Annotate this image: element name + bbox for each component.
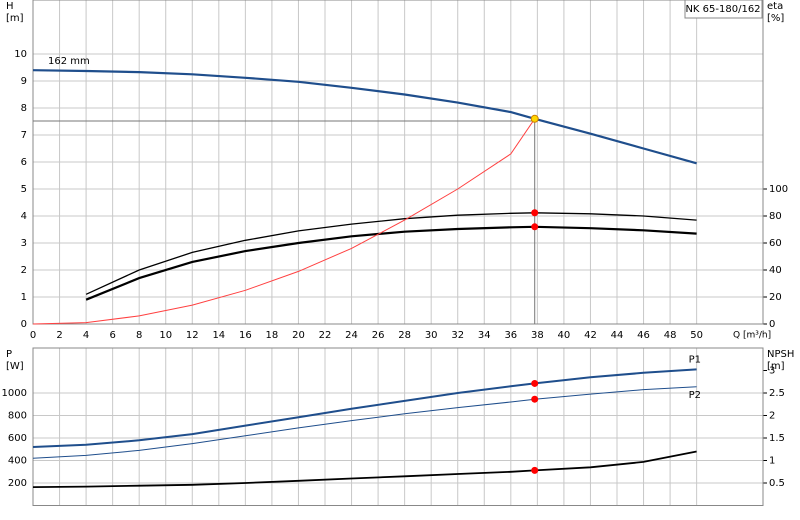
- curve: [32, 386, 697, 459]
- y-tick-label: 800: [8, 411, 27, 422]
- x-tick-label: 0: [30, 330, 36, 341]
- y-tick-label: 8: [21, 103, 27, 114]
- y-tick-label: 0: [21, 319, 27, 330]
- y-tick-label: 7: [21, 130, 27, 141]
- y2-tick-label: 3: [769, 366, 775, 377]
- y-tick-label: 6: [21, 157, 27, 168]
- x-tick-label: 10: [159, 330, 172, 341]
- x-tick-label: 20: [292, 330, 305, 341]
- y-tick-label: 2: [21, 265, 27, 276]
- y-tick-label: 5: [21, 184, 27, 195]
- y2-tick-label: 20: [769, 292, 782, 303]
- y2-tick-label: 60: [769, 238, 782, 249]
- x-tick-label: 8: [136, 330, 142, 341]
- y-tick-label: 1000: [2, 388, 27, 399]
- y-tick-label: 10: [14, 49, 27, 60]
- operating-point: [531, 379, 539, 387]
- y2-tick-label: 2.5: [769, 388, 785, 399]
- operating-point: [531, 223, 539, 231]
- curve: [32, 118, 536, 325]
- x-tick-label: 50: [690, 330, 703, 341]
- x-tick-label: 22: [319, 330, 332, 341]
- plot-frame: [32, 0, 764, 325]
- y2-tick-label: 2: [769, 411, 775, 422]
- y-tick-label: 9: [21, 76, 27, 87]
- y2-axis-unit: [%]: [767, 13, 784, 24]
- x-tick-label: 14: [212, 330, 225, 341]
- curve: [32, 368, 697, 448]
- x-tick-label: 26: [372, 330, 385, 341]
- y2-axis-unit: [m]: [767, 361, 785, 372]
- y-axis-unit: [W]: [6, 361, 24, 372]
- x-axis-label: Q [m³/h]: [733, 331, 771, 341]
- curve: [32, 450, 697, 488]
- y2-tick-label: 0.5: [769, 478, 785, 489]
- x-tick-label: 42: [584, 330, 597, 341]
- x-tick-label: 36: [504, 330, 517, 341]
- x-tick-label: 38: [531, 330, 544, 341]
- x-tick-label: 12: [186, 330, 199, 341]
- y-tick-label: 1: [21, 292, 27, 303]
- curve: [85, 225, 697, 301]
- x-tick-label: 4: [83, 330, 89, 341]
- y2-tick-label: 100: [769, 184, 788, 195]
- curve: [32, 69, 697, 165]
- chart-title: NK 65-180/162: [685, 4, 760, 15]
- x-tick-label: 34: [478, 330, 491, 341]
- y-tick-label: 600: [8, 433, 27, 444]
- y-tick-label: 400: [8, 456, 27, 467]
- operating-point: [530, 114, 539, 123]
- curve: [85, 212, 697, 295]
- y-axis-label: P: [6, 349, 12, 360]
- x-tick-label: 24: [345, 330, 358, 341]
- x-tick-label: 48: [664, 330, 677, 341]
- y2-axis-label: NPSH: [767, 349, 794, 360]
- x-tick-label: 30: [425, 330, 438, 341]
- plot-frame: [32, 347, 764, 506]
- x-tick-label: 16: [239, 330, 252, 341]
- y-tick-label: 4: [21, 211, 27, 222]
- operating-point: [531, 466, 539, 474]
- y-axis-label: H: [6, 1, 14, 12]
- x-tick-label: 32: [451, 330, 464, 341]
- y2-tick-label: 0: [769, 319, 775, 330]
- x-tick-label: 2: [56, 330, 62, 341]
- x-tick-label: 40: [558, 330, 571, 341]
- curve-label: P1: [689, 354, 701, 365]
- y-tick-label: 3: [21, 238, 27, 249]
- x-tick-label: 18: [266, 330, 279, 341]
- x-tick-label: 28: [398, 330, 411, 341]
- y2-tick-label: 40: [769, 265, 782, 276]
- y-tick-label: 200: [8, 478, 27, 489]
- x-tick-label: 6: [109, 330, 115, 341]
- y-axis-unit: [m]: [6, 13, 24, 24]
- curve-label: P2: [689, 390, 701, 401]
- y2-tick-label: 80: [769, 211, 782, 222]
- curve-label: 162 mm: [48, 56, 90, 67]
- operating-point: [531, 209, 539, 217]
- operating-point: [531, 395, 539, 403]
- title-box: [684, 0, 763, 19]
- x-tick-label: 44: [611, 330, 624, 341]
- y2-axis-label: eta: [767, 1, 783, 12]
- y2-tick-label: 1.5: [769, 433, 785, 444]
- y2-tick-label: 1: [769, 456, 775, 467]
- x-tick-label: 46: [637, 330, 650, 341]
